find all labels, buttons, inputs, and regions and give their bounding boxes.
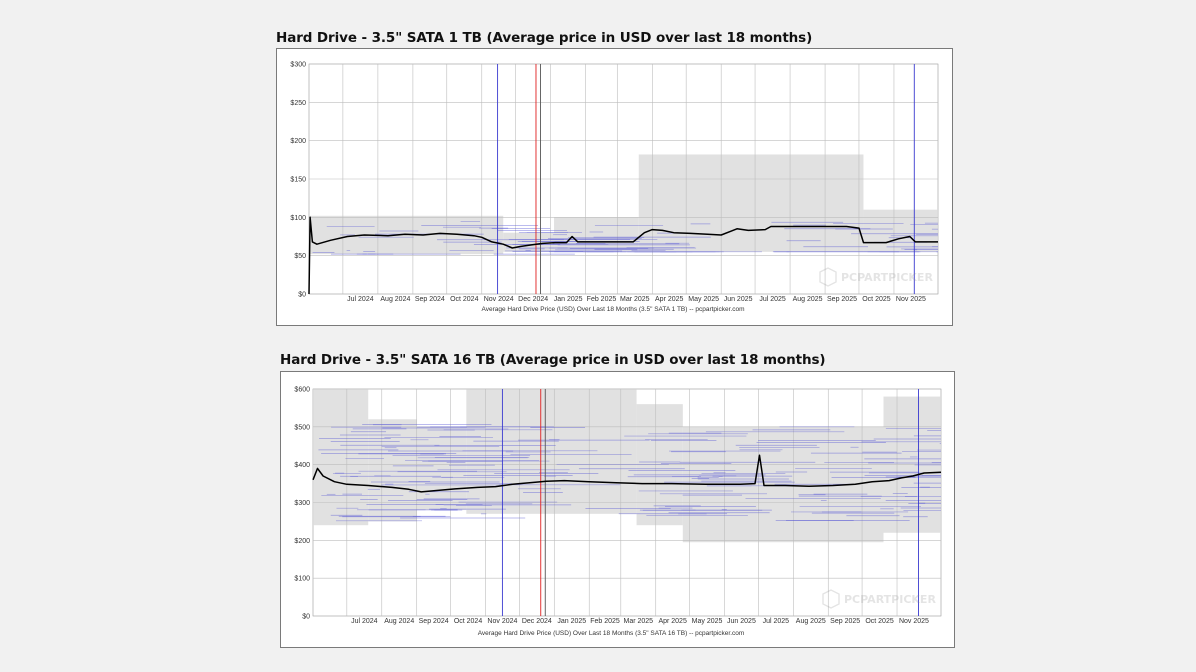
x-tick-label: Sep 2024 [415,296,445,303]
x-tick-label: Nov 2024 [484,296,514,303]
y-tick-label: $200 [290,138,306,145]
average-price-line [312,454,942,493]
x-tick-label: Jul 2025 [759,296,786,303]
x-tick-label: Oct 2024 [450,296,479,303]
x-tick-label: Nov 2025 [899,618,929,625]
logo-cube-icon [822,589,840,609]
y-tick-label: $200 [294,538,310,545]
x-tick-label: Oct 2024 [454,618,483,625]
x-tick-label: Dec 2024 [522,618,552,625]
x-tick-label: Jul 2025 [763,618,790,625]
price-range-band [368,419,417,522]
price-range-band [416,426,467,511]
x-tick-label: Nov 2024 [487,618,517,625]
price-range-band [638,154,864,252]
x-tick-label: Mar 2025 [620,296,650,303]
chart-title-1tb: Hard Drive - 3.5" SATA 1 TB (Average pri… [276,30,813,46]
plot-area: PCPARTPICKER [312,388,942,617]
x-tick-label: May 2025 [688,296,719,303]
x-tick-label: Jul 2024 [351,618,378,625]
x-tick-label: Jun 2025 [727,618,756,625]
x-tick-label: Sep 2024 [419,618,449,625]
chart-caption-1tb: Average Hard Drive Price (USD) Over Last… [482,306,745,313]
x-tick-label: Feb 2025 [587,296,617,303]
x-tick-label: Aug 2024 [384,618,414,625]
x-tick-label: Jan 2025 [557,618,586,625]
x-tick-label: Mar 2025 [623,618,653,625]
price-range-band [313,389,369,526]
y-tick-label: $100 [294,576,310,583]
x-tick-label: Aug 2024 [380,296,410,303]
x-tick-label: Jan 2025 [554,296,583,303]
x-tick-label: Nov 2025 [896,296,926,303]
average-price-line [308,216,938,295]
price-range-band [554,217,639,252]
y-tick-label: $400 [294,462,310,469]
y-tick-label: $0 [298,292,306,299]
x-tick-label: Aug 2025 [793,296,823,303]
pcpartpicker-watermark: PCPARTPICKER [819,267,933,287]
price-history-chart-16tb: PCPARTPICKER Average Hard Drive Price (U… [294,387,942,637]
x-tick-label: Sep 2025 [830,618,860,625]
x-tick-label: Aug 2025 [796,618,826,625]
y-tick-label: $0 [302,614,310,621]
retailer-price-lines [312,221,938,255]
y-tick-label: $100 [290,215,306,222]
y-tick-label: $600 [294,387,310,394]
logo-cube-icon [819,267,837,287]
chart-panel-1tb: PCPARTPICKER Average Hard Drive Price (U… [276,48,953,326]
watermark-text: PCPARTPICKER [841,271,933,284]
y-tick-label: $250 [290,100,306,107]
x-tick-label: May 2025 [692,618,723,625]
pcpartpicker-watermark: PCPARTPICKER [822,589,936,609]
x-tick-label: Apr 2025 [655,296,684,303]
x-tick-label: Dec 2024 [518,296,548,303]
y-tick-label: $50 [294,253,306,260]
price-range-band [863,209,938,252]
x-tick-label: Oct 2025 [862,296,891,303]
y-tick-label: $500 [294,424,310,431]
x-tick-label: Jul 2024 [347,296,374,303]
retailer-price-lines [318,424,941,522]
watermark-text: PCPARTPICKER [844,593,936,606]
x-tick-label: Feb 2025 [590,618,620,625]
y-tick-label: $150 [290,177,306,184]
x-tick-label: Oct 2025 [865,618,894,625]
y-tick-label: $300 [290,62,306,69]
chart-panel-16tb: PCPARTPICKER Average Hard Drive Price (U… [280,371,955,648]
x-tick-label: Apr 2025 [658,618,687,625]
chart-title-16tb: Hard Drive - 3.5" SATA 16 TB (Average pr… [280,352,826,368]
price-range-band [466,389,637,514]
price-history-chart-1tb: PCPARTPICKER Average Hard Drive Price (U… [290,62,939,313]
x-tick-label: Jun 2025 [724,296,753,303]
y-tick-label: $300 [294,500,310,507]
chart-caption-16tb: Average Hard Drive Price (USD) Over Last… [478,630,745,637]
plot-area: PCPARTPICKER [308,63,939,295]
x-tick-label: Sep 2025 [827,296,857,303]
